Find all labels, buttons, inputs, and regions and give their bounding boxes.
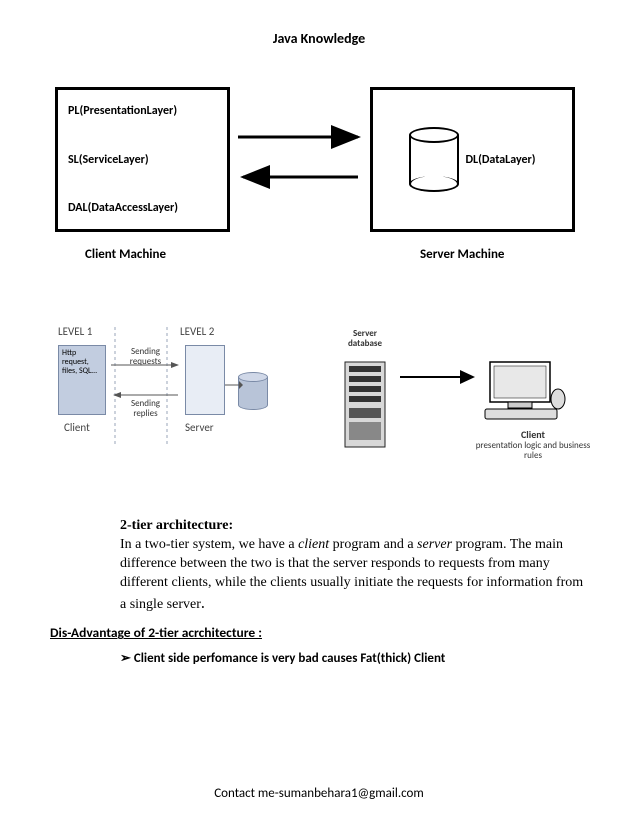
server-label: Server <box>185 421 214 434</box>
diagram-levels: LEVEL 1 LEVEL 2 Http request, files, SQL… <box>50 317 588 497</box>
client-monitor-icon <box>480 357 570 427</box>
para-italic-server: server <box>417 537 452 552</box>
layer-sl: SL(ServiceLayer) <box>68 153 217 167</box>
sending-replies-label: Sending replies <box>118 399 173 420</box>
header-title: Java Knowledge <box>273 30 365 47</box>
section-heading: 2-tier architecture: <box>120 518 233 533</box>
diagram-two-tier-boxes: PL(PresentationLayer) SL(ServiceLayer) D… <box>50 87 588 287</box>
database-cylinder-icon <box>409 127 459 192</box>
data-layer-label: DL(DataLayer) <box>465 153 535 167</box>
page-header: Java Knowledge <box>50 30 588 47</box>
client2-subtext: presentation logic and business rules <box>468 441 598 462</box>
level1-client-box: Http request, files, SQL… <box>58 345 106 415</box>
bullet-fat-client: Client side perfomance is very bad cause… <box>120 651 588 666</box>
para-frag-2: program and a <box>329 537 417 552</box>
footer-text: Contact me-sumanbehara1@gmail.com <box>214 786 424 801</box>
client-machine-box: PL(PresentationLayer) SL(ServiceLayer) D… <box>55 87 230 232</box>
para-italic-client: client <box>298 537 329 552</box>
server-to-db-arrow-icon <box>225 379 243 391</box>
client2-label: Client <box>488 429 578 441</box>
server-tower-icon <box>335 352 395 452</box>
disadvantage-heading: Dis-Advantage of 2-tier acrchitecture : <box>50 624 588 641</box>
server-to-client-arrow-icon <box>395 362 480 392</box>
server-machine-box: DL(DataLayer) <box>370 87 575 232</box>
client-label: Client <box>64 421 90 434</box>
layer-dal: DAL(DataAccessLayer) <box>68 201 217 215</box>
layer-pl: PL(PresentationLayer) <box>68 104 217 118</box>
server-machine-caption: Server Machine <box>420 247 504 262</box>
level2-database-icon <box>238 372 268 410</box>
page-footer: Contact me-sumanbehara1@gmail.com <box>0 786 638 801</box>
level1-label: LEVEL 1 <box>58 325 92 338</box>
body-paragraph: 2-tier architecture: In a two-tier syste… <box>120 517 588 614</box>
sending-requests-label: Sending requests <box>118 347 173 368</box>
level2-server-box <box>185 345 225 415</box>
bidirectional-arrows-icon <box>233 122 368 202</box>
level2-label: LEVEL 2 <box>180 325 214 338</box>
para-period: . <box>201 594 205 613</box>
server-database-label: Serverdatabase <box>330 329 400 350</box>
client-box-text: Http request, files, SQL… <box>62 349 102 375</box>
client-machine-caption: Client Machine <box>85 247 166 262</box>
para-frag-1: In a two-tier system, we have a <box>120 537 298 552</box>
